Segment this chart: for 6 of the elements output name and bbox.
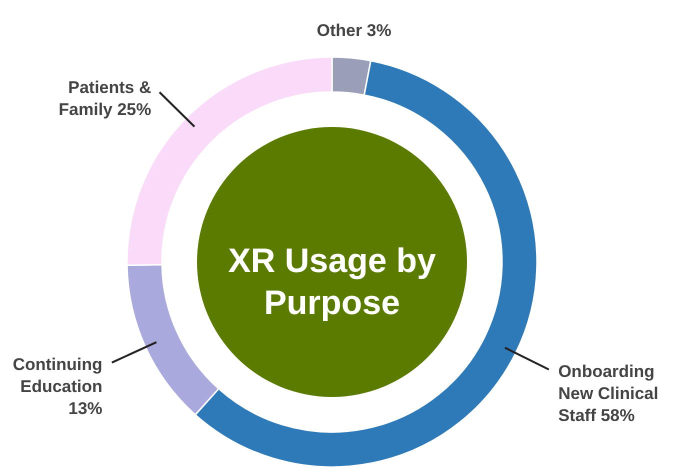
data-label: 13%: [68, 399, 102, 418]
text: XR Usage by Purpose: [228, 242, 436, 322]
slice-label: Patients & Family 25%: [58, 78, 152, 120]
slice-label: Continuing Education: [12, 355, 102, 396]
slice-label: Other 3%: [316, 21, 392, 40]
slice-label: Onboarding New Clinical Staff 58%: [558, 362, 658, 426]
